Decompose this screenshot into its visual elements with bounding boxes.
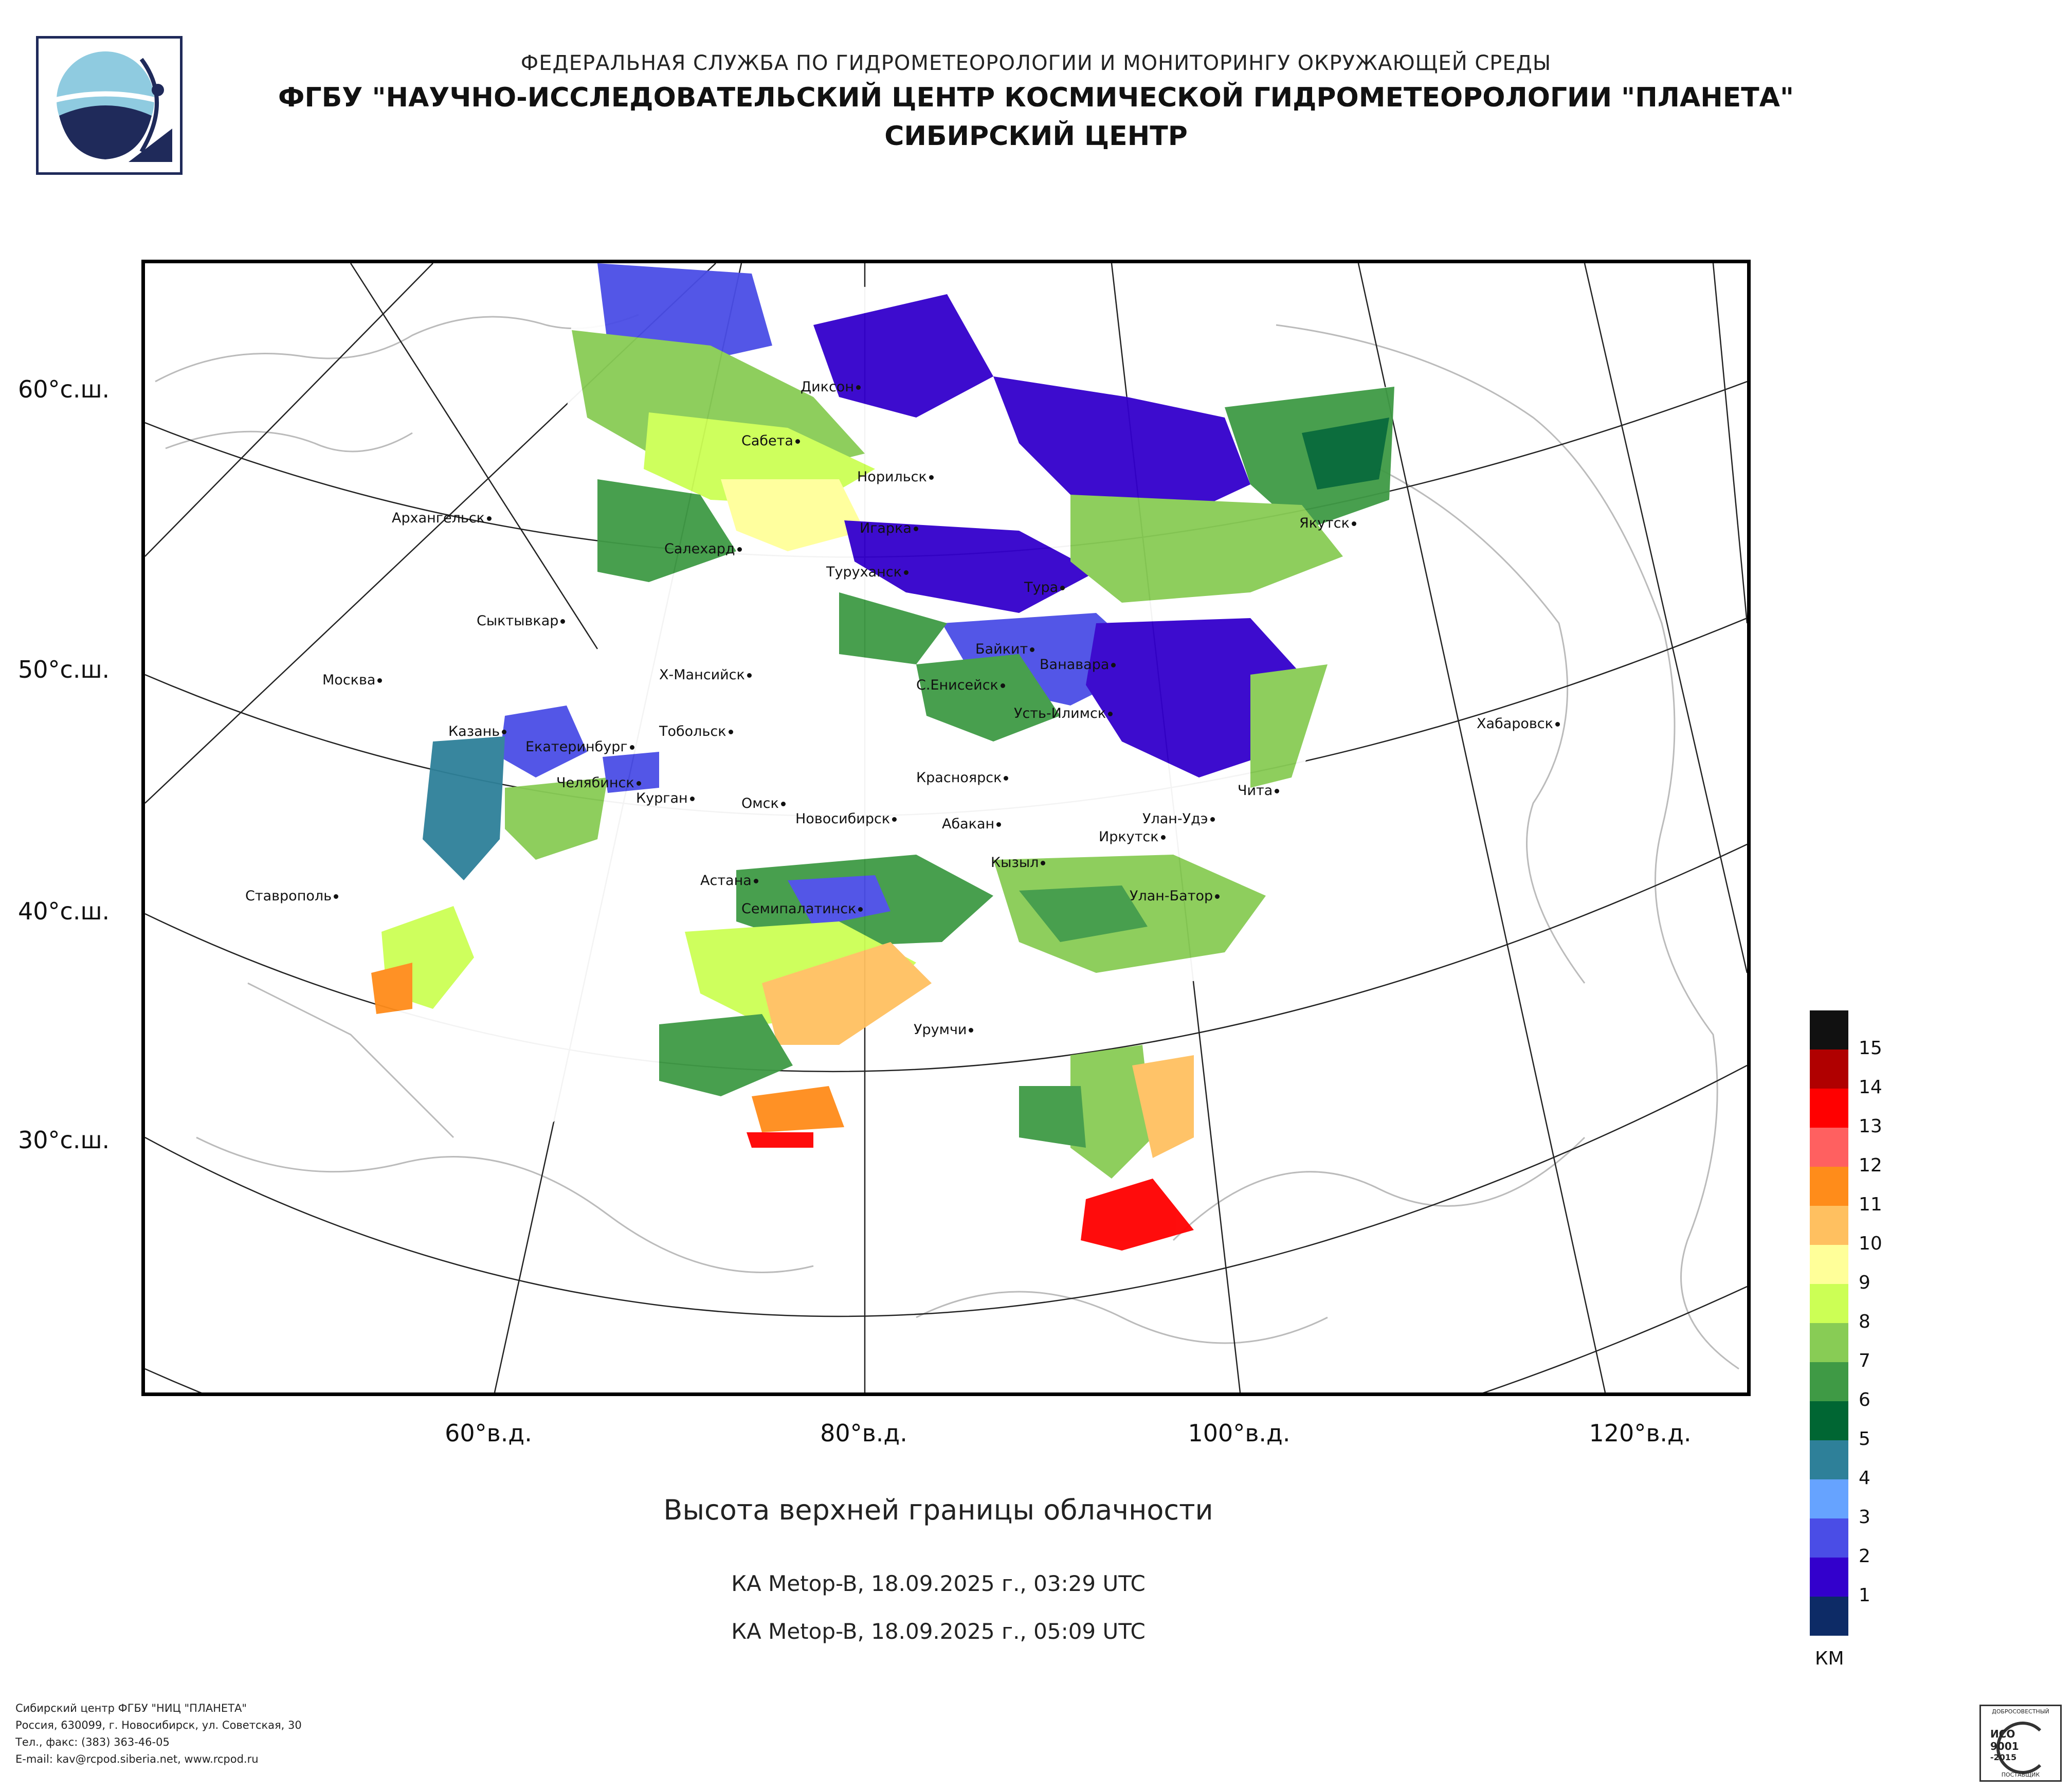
legend-label: 4 xyxy=(1859,1468,1870,1489)
legend-swatch xyxy=(1810,1518,1848,1558)
city-label: Тура xyxy=(1024,580,1065,595)
city-label: Салехард xyxy=(664,541,742,557)
legend-swatch xyxy=(1810,1401,1848,1440)
cert-bottom-text: ПОСТАВЩИК xyxy=(2001,1771,2040,1778)
city-label: Норильск xyxy=(857,469,934,485)
cloud-top-height-map: Архангельск Диксон Сабета Норильск Игарк… xyxy=(141,260,1751,1396)
cert-top-text: ДОБРОСОВЕСТНЫЙ xyxy=(1992,1708,2049,1715)
cloud-swath xyxy=(361,263,1394,1251)
legend-swatch xyxy=(1810,1206,1848,1245)
legend-label: 5 xyxy=(1859,1428,1870,1450)
latitude-label: 60°с.ш. xyxy=(18,375,110,403)
city-label: Х-Мансийск xyxy=(659,667,752,683)
legend-swatch xyxy=(1810,1245,1848,1284)
city-label: Улан-Удэ xyxy=(1142,811,1215,827)
footer-line: Сибирский центр ФГБУ "НИЦ "ПЛАНЕТА" xyxy=(15,1702,247,1714)
city-label: Урумчи xyxy=(914,1022,974,1038)
graticule xyxy=(145,263,1747,1392)
city-label: Ставрополь xyxy=(245,888,339,904)
legend-label: 9 xyxy=(1859,1272,1870,1293)
longitude-label: 60°в.д. xyxy=(445,1419,532,1447)
latitude-label: 30°с.ш. xyxy=(18,1126,110,1154)
coastlines xyxy=(155,314,1739,1370)
city-label: Тобольск xyxy=(659,723,733,739)
city-label: Сыктывкар xyxy=(477,613,566,629)
footer-line: Россия, 630099, г. Новосибирск, ул. Сове… xyxy=(15,1719,302,1731)
legend-label: 14 xyxy=(1859,1077,1882,1098)
city-label: Казань xyxy=(448,723,507,739)
satellite-pass: КА Metop-B, 18.09.2025 г., 03:29 UTC xyxy=(731,1571,1146,1596)
legend-label: 13 xyxy=(1859,1116,1882,1137)
legend-label: 6 xyxy=(1859,1389,1870,1410)
legend-swatch xyxy=(1810,1050,1848,1089)
satellite-pass: КА Metop-B, 18.09.2025 г., 05:09 UTC xyxy=(731,1619,1146,1644)
city-label: Диксон xyxy=(801,379,861,395)
city-label: Улан-Батор xyxy=(1130,888,1220,904)
cert-ring-icon xyxy=(1996,1722,2049,1774)
legend-swatch xyxy=(1810,1597,1848,1636)
legend-swatch xyxy=(1810,1558,1848,1597)
cert-number: 9001 xyxy=(1990,1740,2019,1752)
legend-label: 3 xyxy=(1859,1507,1870,1528)
city-label: Чита xyxy=(1238,783,1280,799)
city-label: Новосибирск xyxy=(795,811,897,827)
city-label: Хабаровск xyxy=(1477,716,1560,732)
cert-year: -2015 xyxy=(1990,1752,2017,1762)
legend-unit: КМ xyxy=(1815,1648,1844,1669)
longitude-label: 120°в.д. xyxy=(1589,1419,1692,1447)
city-label: Кызыл xyxy=(991,855,1046,871)
city-label: Байкит xyxy=(975,641,1035,657)
legend-swatch xyxy=(1810,1440,1848,1479)
city-label: Туруханск xyxy=(826,564,908,580)
legend-label: 7 xyxy=(1859,1350,1870,1371)
city-label: Красноярск xyxy=(916,770,1009,786)
city-label: Абакан xyxy=(942,816,1002,832)
longitude-label: 80°в.д. xyxy=(820,1419,907,1447)
city-label: Омск xyxy=(741,795,786,811)
legend-swatch xyxy=(1810,1284,1848,1323)
legend-label: 8 xyxy=(1859,1311,1870,1332)
organization-title: ФЕДЕРАЛЬНАЯ СЛУЖБА ПО ГИДРОМЕТЕОРОЛОГИИ … xyxy=(520,51,1552,75)
center-title: СИБИРСКИЙ ЦЕНТР xyxy=(884,121,1188,152)
city-label: Якутск xyxy=(1299,515,1356,531)
city-label: Челябинск xyxy=(556,775,641,791)
city-label: Игарка xyxy=(860,520,918,536)
legend-swatch xyxy=(1810,1479,1848,1518)
legend-swatch xyxy=(1810,1323,1848,1362)
city-label: Сабета xyxy=(741,433,800,449)
legend-label: 10 xyxy=(1859,1233,1882,1254)
latitude-label: 40°с.ш. xyxy=(18,897,110,925)
institution-title: ФГБУ "НАУЧНО-ИССЛЕДОВАТЕЛЬСКИЙ ЦЕНТР КОС… xyxy=(278,82,1794,113)
legend-swatch xyxy=(1810,1010,1848,1050)
color-legend xyxy=(1810,1010,1848,1636)
legend-label: 2 xyxy=(1859,1546,1870,1567)
city-label: Семипалатинск xyxy=(741,901,863,917)
footer-line: E-mail: kav@rcpod.siberia.net, www.rcpod… xyxy=(15,1753,259,1765)
city-label: Усть-Илимск xyxy=(1014,705,1113,721)
latitude-label: 50°с.ш. xyxy=(18,656,110,683)
legend-label: 12 xyxy=(1859,1155,1882,1176)
city-label: Архангельск xyxy=(392,510,492,526)
planeta-logo xyxy=(36,36,183,175)
legend-label: 1 xyxy=(1859,1585,1870,1606)
city-label: Курган xyxy=(636,790,695,806)
footer-line: Тел., факс: (383) 363-46-05 xyxy=(15,1736,170,1748)
city-label: С.Енисейск xyxy=(916,677,1005,693)
longitude-label: 100°в.д. xyxy=(1188,1419,1291,1447)
iso-certificate-badge: ДОБРОСОВЕСТНЫЙ ИСО 9001 -2015 ПОСТАВЩИК xyxy=(1979,1705,2062,1782)
legend-label: 11 xyxy=(1859,1194,1882,1215)
legend-label: 15 xyxy=(1859,1038,1882,1059)
legend-swatch xyxy=(1810,1167,1848,1206)
product-title: Высота верхней границы облачности xyxy=(663,1494,1213,1526)
legend-swatch xyxy=(1810,1362,1848,1401)
city-label: Астана xyxy=(700,873,758,889)
city-label: Москва xyxy=(322,672,383,688)
legend-swatch xyxy=(1810,1089,1848,1128)
city-label: Екатеринбург xyxy=(525,739,634,755)
legend-swatch xyxy=(1810,1128,1848,1167)
city-label: Иркутск xyxy=(1099,829,1166,845)
city-label: Ванавара xyxy=(1040,657,1116,673)
cert-iso: ИСО xyxy=(1990,1728,2015,1740)
